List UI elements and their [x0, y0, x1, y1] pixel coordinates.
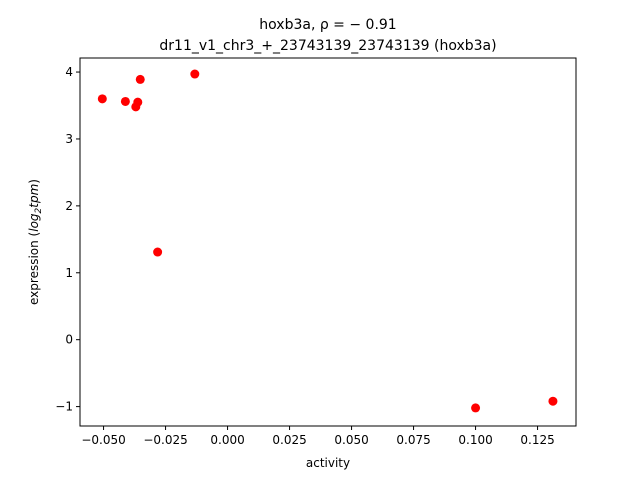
y-axis-ticks: −1 0 1 2 3 4: [55, 65, 80, 414]
data-point: [190, 69, 200, 79]
y-tick-label: 1: [65, 266, 73, 280]
data-points: [97, 69, 558, 413]
x-tick-label: 0.000: [210, 433, 244, 447]
x-tick-label: 0.100: [458, 433, 492, 447]
y-tick-label: −1: [55, 400, 73, 414]
y-tick-label: 0: [65, 333, 73, 347]
x-tick-label: 0.125: [520, 433, 554, 447]
y-tick-label: 3: [65, 132, 73, 146]
y-tick-label: 4: [65, 65, 73, 79]
data-point: [97, 94, 107, 104]
y-tick-label: 2: [65, 199, 73, 213]
x-tick-label: 0.025: [272, 433, 306, 447]
data-point: [471, 403, 481, 413]
x-tick-label: −0.050: [81, 433, 125, 447]
data-point: [133, 97, 143, 107]
x-axis-ticks: −0.050 −0.025 0.000 0.025 0.050 0.075 0.100 0.1…: [81, 426, 555, 447]
x-tick-label: −0.025: [143, 433, 187, 447]
data-point: [548, 396, 558, 406]
data-point: [135, 74, 145, 84]
x-tick-label: 0.050: [334, 433, 368, 447]
y-axis-label: expression (log2tpm): [27, 179, 44, 305]
chart-title-line1: hoxb3a, ρ = − 0.91: [259, 17, 396, 33]
chart-title-line2: dr11_v1_chr3_+_23743139_23743139 (hoxb3a…: [159, 38, 496, 54]
plot-frame: [79, 57, 577, 427]
data-point: [153, 247, 163, 257]
x-tick-label: 0.075: [396, 433, 430, 447]
plot-area: [79, 57, 577, 427]
data-point: [120, 96, 130, 106]
x-axis-label: activity: [306, 456, 350, 470]
